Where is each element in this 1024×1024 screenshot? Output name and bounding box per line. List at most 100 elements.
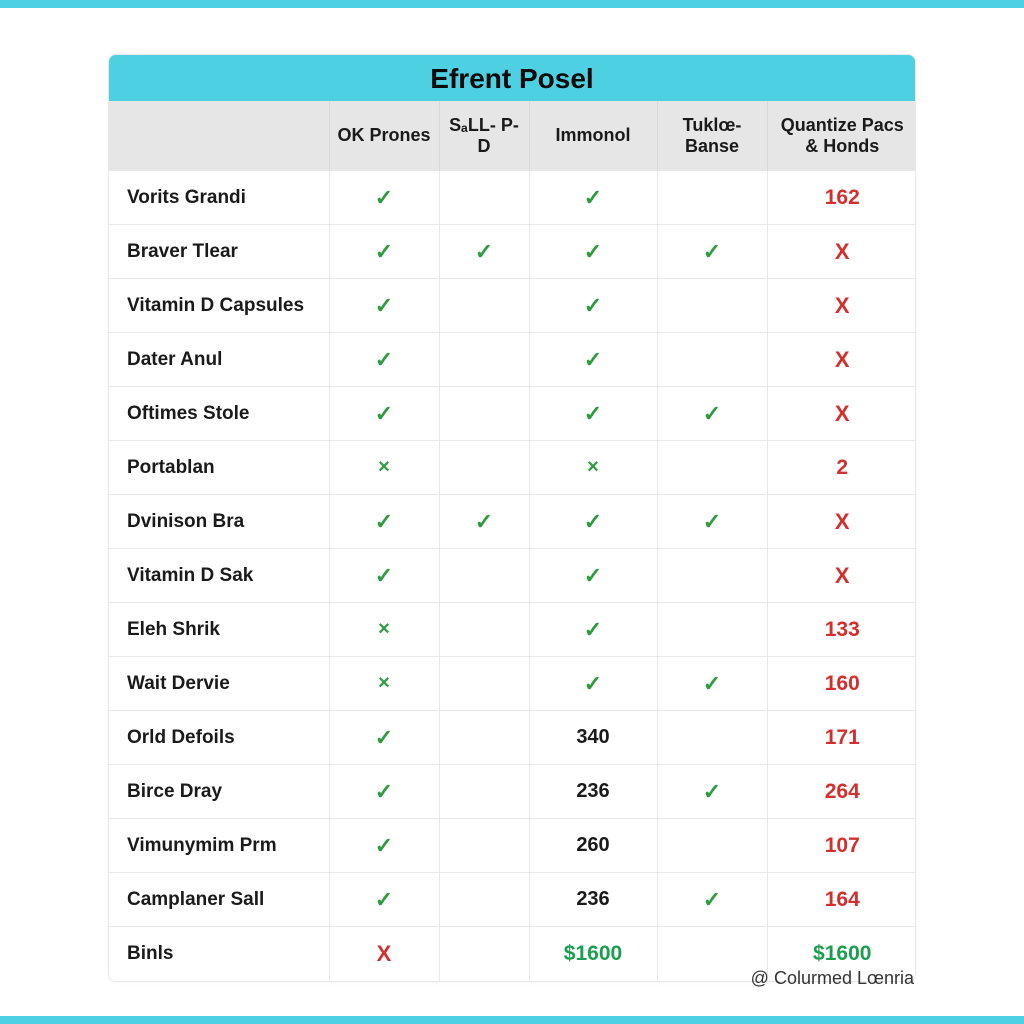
check-icon: ✓ (375, 887, 393, 912)
x-red-icon: X (835, 509, 850, 534)
table-row: Eleh Shrik× ✓ 133 (109, 603, 916, 657)
cell (439, 657, 529, 711)
x-red-icon: X (835, 347, 850, 372)
cell (657, 819, 767, 873)
row-label: Braver Tlear (109, 225, 329, 279)
num-red-icon: 2 (836, 456, 848, 479)
cell: ✓ (657, 387, 767, 441)
check-icon: ✓ (375, 833, 393, 858)
row-label: Orld Defoils (109, 711, 329, 765)
table-row: Birce Dray✓236✓264 (109, 765, 916, 819)
num-red-icon: 171 (825, 726, 860, 749)
accent-top-bar (0, 0, 1024, 8)
check-icon: ✓ (375, 185, 393, 210)
check-icon: ✓ (584, 185, 602, 210)
x-green-icon: × (378, 456, 390, 478)
cell (439, 603, 529, 657)
cell: 107 (767, 819, 916, 873)
check-icon: ✓ (584, 293, 602, 318)
check-icon: ✓ (584, 563, 602, 588)
cell (657, 171, 767, 225)
table-row: Orld Defoils✓340171 (109, 711, 916, 765)
cell: 162 (767, 171, 916, 225)
num-black-icon: 236 (576, 888, 609, 910)
x-green-icon: × (378, 672, 390, 694)
check-icon: ✓ (703, 401, 721, 426)
cell: X (767, 495, 916, 549)
table-row: Oftimes Stole✓✓✓X (109, 387, 916, 441)
cell: 2 (767, 441, 916, 495)
row-label: Vitamin D Sak (109, 549, 329, 603)
num-black-icon: 236 (576, 780, 609, 802)
money-icon: $1600 (564, 942, 622, 965)
check-icon: ✓ (584, 401, 602, 426)
cell: 340 (529, 711, 657, 765)
cell: 264 (767, 765, 916, 819)
cell: X (767, 225, 916, 279)
col-header-4: Tuklœ- Banse (657, 101, 767, 171)
cell: ✓ (329, 279, 439, 333)
row-label: Dater Anul (109, 333, 329, 387)
cell: ✓ (529, 387, 657, 441)
cell: ✓ (529, 333, 657, 387)
cell: 133 (767, 603, 916, 657)
cell: ✓ (529, 279, 657, 333)
row-label: Vorits Grandi (109, 171, 329, 225)
check-icon: ✓ (375, 563, 393, 588)
cell: ✓ (329, 387, 439, 441)
table-row: Vitamin D Capsules✓✓X (109, 279, 916, 333)
row-label: Portablan (109, 441, 329, 495)
cell: ✓ (329, 873, 439, 927)
num-red-icon: 107 (825, 834, 860, 857)
cell (439, 549, 529, 603)
check-icon: ✓ (703, 779, 721, 804)
header-row: OK Prones SₐLL- P-D Immonol Tuklœ- Banse… (109, 101, 916, 171)
check-icon: ✓ (375, 239, 393, 264)
cell: X (329, 927, 439, 981)
table-row: Vitamin D Sak ✓ ✓ X (109, 549, 916, 603)
row-label: Dvinison Bra (109, 495, 329, 549)
cell: × (529, 441, 657, 495)
cell (439, 819, 529, 873)
check-icon: ✓ (584, 239, 602, 264)
cell: 236 (529, 873, 657, 927)
col-header-2: SₐLL- P-D (439, 101, 529, 171)
cell: ✓ (529, 603, 657, 657)
cell: 171 (767, 711, 916, 765)
check-icon: ✓ (375, 509, 393, 534)
table-row: Camplaner Sall✓236✓164 (109, 873, 916, 927)
row-label: Camplaner Sall (109, 873, 329, 927)
table-row: Dater Anul✓✓X (109, 333, 916, 387)
cell (657, 549, 767, 603)
cell (439, 279, 529, 333)
num-red-icon: 133 (825, 618, 860, 641)
table-body: Vorits Grandi✓✓162Braver Tlear✓✓✓✓XVitam… (109, 171, 916, 981)
x-red-icon: X (835, 563, 850, 588)
cell: X (767, 549, 916, 603)
cell: ✓ (329, 333, 439, 387)
num-red-icon: 160 (825, 672, 860, 695)
cell: $1600 (529, 927, 657, 981)
cell: ✓ (657, 495, 767, 549)
attribution-text: @ Colurmed Lœnria (751, 968, 914, 989)
col-header-5: Quantize Pacs & Honds (767, 101, 916, 171)
cell (439, 765, 529, 819)
check-icon: ✓ (475, 509, 493, 534)
cell: ✓ (657, 765, 767, 819)
cell (657, 333, 767, 387)
row-label: Eleh Shrik (109, 603, 329, 657)
money-icon: $1600 (813, 942, 871, 965)
accent-bottom-bar (0, 1016, 1024, 1024)
cell: × (329, 603, 439, 657)
cell: ✓ (329, 819, 439, 873)
cell (439, 873, 529, 927)
table-row: Dvinison Bra✓✓✓✓X (109, 495, 916, 549)
comparison-table: OK Prones SₐLL- P-D Immonol Tuklœ- Banse… (109, 101, 916, 981)
cell (439, 171, 529, 225)
num-black-icon: 260 (576, 834, 609, 856)
table-row: Braver Tlear✓✓✓✓X (109, 225, 916, 279)
cell: 236 (529, 765, 657, 819)
cell: ✓ (329, 171, 439, 225)
table-title: Efrent Posel (109, 55, 915, 101)
cell (657, 441, 767, 495)
